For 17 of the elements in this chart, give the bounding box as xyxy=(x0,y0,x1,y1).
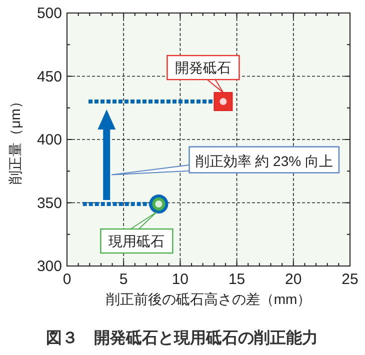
legend-label: 現用砥石 xyxy=(108,233,165,250)
x-tick-label: 25 xyxy=(342,271,358,288)
x-tick-label: 10 xyxy=(172,271,189,288)
y-tick-label: 400 xyxy=(36,132,62,148)
caption: 図３ 開発砥石と現用砥石の削正能力 xyxy=(46,329,318,347)
y-tick-label: 350 xyxy=(36,194,62,212)
series-label: 開発砥石 xyxy=(175,60,232,76)
y-tick-label: 300 xyxy=(36,258,62,275)
y-tick-label: 500 xyxy=(36,5,62,22)
x-axis-title: 削正前後の砥石高さの差（mm） xyxy=(106,291,312,307)
x-tick-label: 20 xyxy=(285,271,302,288)
y-tick-label: 450 xyxy=(36,68,62,86)
x-tick-label: 0 xyxy=(62,271,72,288)
x-tick-label: 15 xyxy=(228,271,246,288)
x-tick-label: 5 xyxy=(119,271,128,288)
annotation: 削正効率 約 23% 向上 xyxy=(195,152,333,169)
y-axis-title: 削正量（μm） xyxy=(7,94,23,184)
